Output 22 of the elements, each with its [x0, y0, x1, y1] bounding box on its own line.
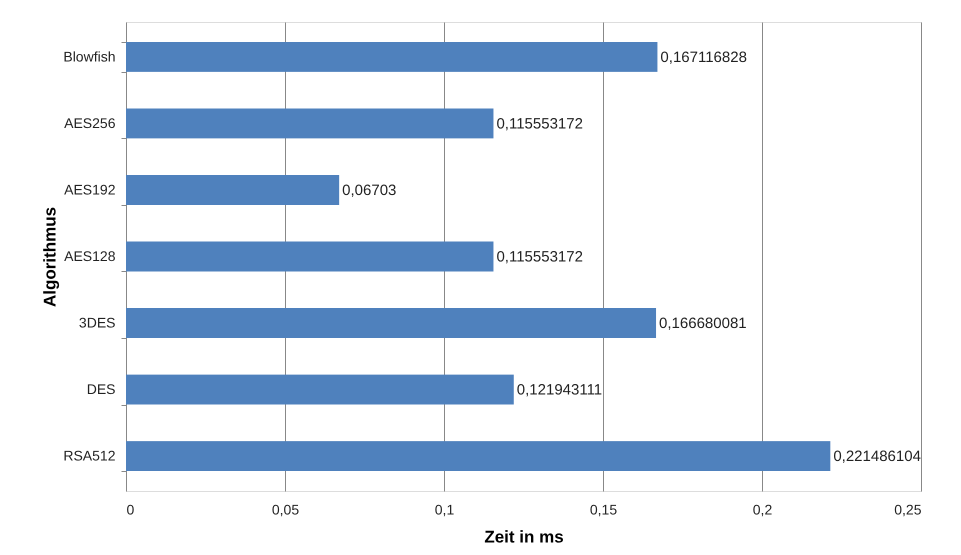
y-tick-label: DES: [86, 381, 116, 398]
data-label: 0,167116828: [660, 48, 747, 66]
data-label: 0,166680081: [659, 315, 747, 332]
y-tick-label: AES192: [64, 181, 116, 198]
x-tick-label: 0,15: [590, 502, 618, 518]
x-tick-label: 0,25: [894, 502, 922, 518]
x-tick-label: 0,05: [272, 502, 300, 518]
x-axis-title: Zeit in ms: [484, 528, 564, 546]
y-tick-label: AES256: [64, 114, 116, 131]
x-tick-label: 0: [126, 502, 134, 518]
x-tick-label: 0,2: [752, 502, 772, 518]
y-axis-title: Algorithmus: [40, 206, 60, 308]
data-label: 0,121943111: [516, 382, 602, 399]
y-tick-label: Blowfish: [63, 48, 116, 64]
data-label: 0,115553172: [496, 115, 583, 132]
y-tick-label: AES128: [64, 248, 116, 264]
y-tick-label: 3DES: [78, 314, 116, 331]
data-label: 0,06703: [342, 182, 396, 199]
y-tick-label: RSA512: [63, 448, 116, 464]
x-tick-label: 0,1: [434, 502, 454, 518]
data-label: 0,115553172: [496, 248, 583, 266]
data-label: 0,221486104: [833, 448, 921, 466]
